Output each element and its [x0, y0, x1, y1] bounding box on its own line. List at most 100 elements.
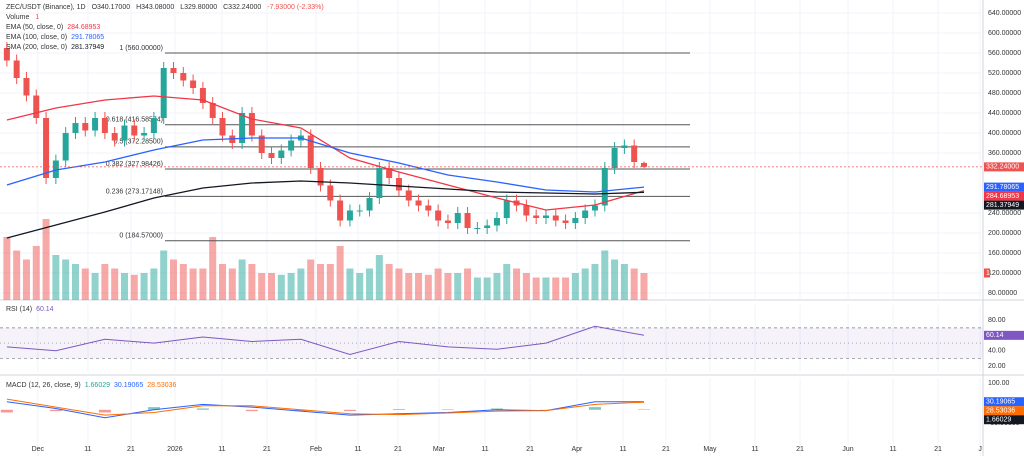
y-tick-label: 20.00 [988, 363, 1006, 370]
ohlc-change: -7.93000 (-2.33%) [267, 4, 324, 11]
candle-body [474, 228, 481, 229]
candle-body [572, 218, 579, 223]
candle-body [405, 190, 412, 201]
candle-body [582, 210, 589, 218]
x-tick-label: 2026 [167, 446, 183, 453]
volume-bar [444, 273, 452, 300]
volume-bar [434, 268, 442, 300]
price-box [984, 330, 1024, 340]
volume-bar [169, 259, 177, 300]
candle-body [288, 140, 295, 151]
candle-body [523, 205, 530, 216]
candle-body [248, 113, 255, 136]
x-tick-label: 21 [934, 446, 942, 453]
histogram-bar [539, 409, 552, 411]
ema100-legend: EMA (100, close, 0) 291.78065 [6, 33, 108, 43]
x-tick-label: 11 [218, 446, 225, 453]
x-tick-label: Jun [842, 446, 853, 453]
x-tick-label: 21 [662, 446, 670, 453]
x-tick-label: 21 [796, 446, 804, 453]
fib-label: 1 (560.00000) [119, 45, 163, 52]
volume-bar [13, 250, 21, 300]
candle-body [278, 150, 285, 158]
y-tick-label: 80.00 [988, 317, 1006, 324]
ema50-legend: EMA (50, close, 0) 284.68953 [6, 23, 104, 33]
volume-bar [640, 273, 648, 300]
candle-body [356, 210, 363, 212]
candle-body [542, 215, 549, 218]
volume-bar [532, 277, 540, 300]
volume-bar [189, 268, 197, 300]
candle-body [131, 125, 138, 136]
legend-value: 30.19065 [114, 382, 144, 389]
volume-bar [454, 273, 462, 300]
price-box [984, 200, 1024, 210]
volume-bar [101, 264, 109, 300]
legend-value: 28.53036 [147, 382, 177, 389]
fib-label: 0.5 (372.28500) [114, 139, 163, 146]
volume-bar [522, 273, 530, 300]
price-box [984, 406, 1024, 416]
candle-body [503, 200, 510, 218]
y-tick-label: 240.00000 [988, 210, 1021, 217]
volume-bar [493, 273, 501, 300]
histogram-bar [196, 408, 209, 410]
legend-value: 60.14 [36, 306, 54, 313]
y-tick-label: 640.00000 [988, 10, 1021, 17]
volume-bar [503, 264, 511, 300]
volume-bar [32, 246, 40, 300]
candle-body [317, 168, 324, 186]
x-tick-label: Apr [571, 446, 583, 453]
price-box-label: 281.37949 [986, 202, 1019, 209]
candle-body [92, 118, 99, 131]
y-tick-label: 200.00000 [988, 230, 1021, 237]
rsi-legend: RSI (14) 60.14 [6, 305, 58, 315]
price-box [984, 191, 1024, 201]
candle-body [533, 215, 540, 218]
candle-body [150, 118, 157, 133]
sma200-legend: SMA (200, close, 0) 281.37949 [6, 43, 108, 53]
volume-bar [228, 268, 236, 300]
histogram-bar [245, 409, 258, 412]
histogram-bar [441, 409, 454, 410]
candle-body [258, 135, 265, 153]
candle-body [141, 133, 148, 136]
candle-body [425, 205, 432, 211]
volume-bar [307, 259, 315, 300]
legend-value: 1.66029 [84, 382, 111, 389]
candle-body [631, 145, 638, 162]
candle-body [376, 168, 383, 198]
volume-bar [238, 259, 246, 300]
y-tick-label: 560.00000 [988, 50, 1021, 57]
candle-body [444, 220, 451, 223]
volume-bar [483, 277, 491, 300]
volume-bar [366, 268, 374, 300]
volume-bar [120, 273, 128, 300]
volume-bar [591, 264, 599, 300]
volume-bar [424, 274, 432, 300]
volume-bar [317, 264, 325, 300]
price-box-label: 1.66029 [986, 417, 1011, 424]
candle-body [180, 73, 187, 81]
indicator-line [6, 137, 645, 193]
candle-body [395, 178, 402, 191]
candle-body [62, 133, 69, 161]
price-box-label: 284.68953 [986, 193, 1019, 200]
volume-bar [620, 264, 628, 300]
candle-body [111, 133, 118, 141]
volume-bar [542, 277, 550, 300]
candle-body [552, 215, 559, 221]
volume-bar [513, 268, 521, 300]
legend-name: EMA (100, close, 0) [6, 34, 68, 41]
candle-body [611, 148, 618, 168]
candle-body [601, 168, 608, 206]
histogram-bar [490, 408, 503, 410]
x-tick-label: 11 [751, 446, 758, 453]
ohlc-low: L329.80000 [180, 4, 218, 11]
price-box [984, 182, 1024, 192]
histogram-bar [392, 408, 405, 410]
candle-body [43, 118, 50, 178]
volume-bar [3, 237, 11, 300]
volume-bar [258, 273, 266, 300]
